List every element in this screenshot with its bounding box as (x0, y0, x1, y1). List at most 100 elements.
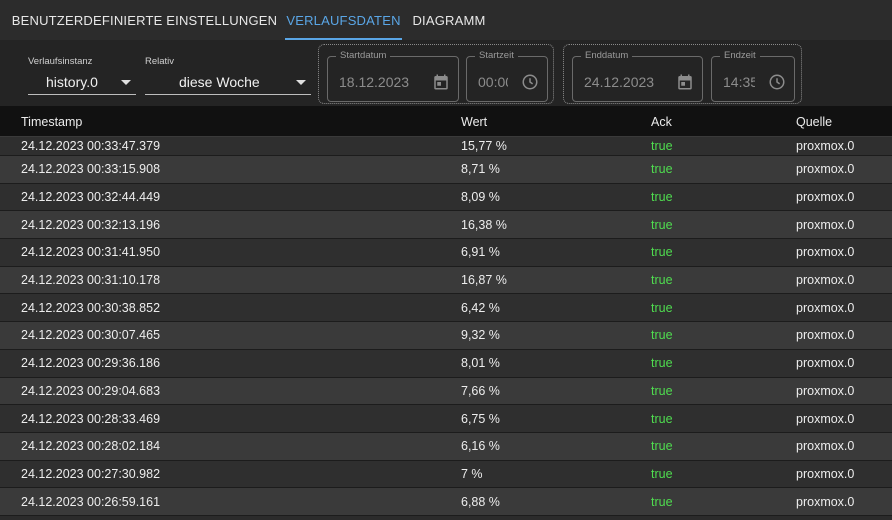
clock-icon[interactable] (521, 73, 539, 91)
cell-source: proxmox.0 (796, 383, 855, 398)
cell-value: 16,38 % (461, 217, 507, 232)
start-date-field[interactable]: Startdatum 18.12.2023 (327, 50, 459, 102)
relative-range-value: diese Woche (179, 74, 260, 90)
cell-value: 6,16 % (461, 439, 500, 454)
tab-bar: BENUTZERDEFINIERTE EINSTELLUNGEN VERLAUF… (0, 0, 892, 40)
start-time-label: Startzeit (475, 50, 518, 61)
cell-value: 15,77 % (461, 139, 507, 153)
column-header-timestamp[interactable]: Timestamp (21, 115, 83, 129)
tab-custom-settings[interactable]: BENUTZERDEFINIERTE EINSTELLUNGEN (11, 12, 278, 28)
table-row[interactable]: 24.12.2023 00:32:44.449 8,09 % true prox… (0, 183, 892, 212)
end-date-label: Enddatum (581, 50, 633, 61)
tab-chart[interactable]: DIAGRAMM (412, 12, 486, 28)
cell-value: 7 % (461, 466, 483, 481)
table-row[interactable]: 24.12.2023 00:31:10.178 16,87 % true pro… (0, 266, 892, 295)
table-body[interactable]: 24.12.2023 00:33:47.379 15,77 % true pro… (0, 137, 892, 520)
table-row[interactable]: 24.12.2023 00:30:38.852 6,42 % true prox… (0, 294, 892, 323)
cell-timestamp: 24.12.2023 00:29:36.186 (21, 356, 161, 371)
chevron-down-icon (296, 80, 306, 85)
cell-ack: true (651, 162, 673, 177)
cell-timestamp: 24.12.2023 00:27:30.982 (21, 466, 161, 481)
cell-value: 7,66 % (461, 383, 500, 398)
history-instance-underline (28, 94, 136, 95)
cell-ack: true (651, 328, 673, 343)
cell-source: proxmox.0 (796, 411, 855, 426)
cell-ack: true (651, 300, 673, 315)
cell-source: proxmox.0 (796, 328, 855, 343)
table-header: Timestamp Wert Ack Quelle (0, 106, 892, 137)
cell-ack: true (651, 466, 673, 481)
cell-ack: true (651, 190, 673, 205)
cell-source: proxmox.0 (796, 300, 855, 315)
end-date-field[interactable]: Enddatum 24.12.2023 (572, 50, 703, 102)
table-row[interactable]: 24.12.2023 00:32:13.196 16,38 % true pro… (0, 211, 892, 240)
cell-timestamp: 24.12.2023 00:29:04.683 (21, 383, 161, 398)
history-instance-value: history.0 (46, 74, 98, 90)
cell-source: proxmox.0 (796, 217, 855, 232)
cell-ack: true (651, 411, 673, 426)
table-row[interactable]: 24.12.2023 00:28:33.469 6,75 % true prox… (0, 405, 892, 433)
cell-source: proxmox.0 (796, 245, 855, 260)
end-date-value: 24.12.2023 (584, 74, 655, 90)
column-header-ack[interactable]: Ack (651, 115, 672, 129)
chevron-down-icon (121, 80, 131, 85)
cell-ack: true (651, 273, 673, 288)
calendar-icon[interactable] (676, 73, 694, 91)
table-row[interactable]: 24.12.2023 00:33:15.908 8,71 % true prox… (0, 156, 892, 184)
table-row[interactable]: 24.12.2023 00:29:36.186 8,01 % true prox… (0, 349, 892, 378)
relative-range-select[interactable]: Relativ diese Woche (145, 56, 311, 95)
relative-range-label: Relativ (145, 56, 175, 67)
clock-icon[interactable] (768, 73, 786, 91)
table-row[interactable]: 24.12.2023 00:28:02.184 6,16 % true prox… (0, 432, 892, 461)
tab-history-data[interactable]: VERLAUFSDATEN (285, 0, 402, 40)
table-row[interactable]: 24.12.2023 00:26:59.161 6,88 % true prox… (0, 488, 892, 516)
relative-range-underline (145, 94, 311, 95)
cell-value: 9,32 % (461, 328, 500, 343)
cell-value: 16,87 % (461, 273, 507, 288)
table-row[interactable]: 24.12.2023 00:33:47.379 15,77 % true pro… (0, 137, 892, 156)
cell-source: proxmox.0 (796, 273, 855, 288)
table-row[interactable]: 24.12.2023 00:29:04.683 7,66 % true prox… (0, 377, 892, 406)
cell-source: proxmox.0 (796, 162, 855, 177)
cell-source: proxmox.0 (796, 466, 855, 481)
history-instance-label: Verlaufsinstanz (28, 56, 93, 67)
cell-timestamp: 24.12.2023 00:33:47.379 (21, 139, 161, 153)
cell-source: proxmox.0 (796, 494, 855, 509)
cell-ack: true (651, 139, 673, 153)
cell-timestamp: 24.12.2023 00:30:07.465 (21, 328, 161, 343)
table-row[interactable]: 24.12.2023 00:27:30.982 7 % true proxmox… (0, 460, 892, 489)
table-row[interactable]: 24.12.2023 00:31:41.950 6,91 % true prox… (0, 239, 892, 267)
calendar-icon[interactable] (432, 73, 450, 91)
table-row[interactable]: 24.12.2023 00:30:07.465 9,32 % true prox… (0, 322, 892, 350)
cell-value: 6,91 % (461, 245, 500, 260)
start-range-group: Startdatum 18.12.2023 Startzeit 00:00 (318, 44, 554, 104)
cell-ack: true (651, 356, 673, 371)
cell-timestamp: 24.12.2023 00:28:33.469 (21, 411, 161, 426)
cell-timestamp: 24.12.2023 00:32:44.449 (21, 190, 161, 205)
cell-ack: true (651, 383, 673, 398)
cell-value: 6,75 % (461, 411, 500, 426)
cell-timestamp: 24.12.2023 00:31:10.178 (21, 273, 161, 288)
column-header-source[interactable]: Quelle (796, 115, 833, 129)
end-time-field[interactable]: Endzeit 14:35 (711, 50, 795, 102)
column-header-value[interactable]: Wert (461, 115, 488, 129)
cell-value: 6,42 % (461, 300, 500, 315)
cell-value: 8,01 % (461, 356, 500, 371)
end-range-group: Enddatum 24.12.2023 Endzeit 14:35 (563, 44, 802, 104)
start-date-value: 18.12.2023 (339, 74, 410, 90)
cell-timestamp: 24.12.2023 00:32:13.196 (21, 217, 161, 232)
cell-ack: true (651, 245, 673, 260)
filter-bar: Verlaufsinstanz history.0 Relativ diese … (0, 40, 892, 106)
cell-source: proxmox.0 (796, 356, 855, 371)
cell-value: 6,88 % (461, 494, 500, 509)
end-time-value: 14:35 (723, 74, 755, 90)
history-instance-select[interactable]: Verlaufsinstanz history.0 (28, 56, 136, 95)
cell-source: proxmox.0 (796, 139, 855, 153)
cell-value: 8,71 % (461, 162, 500, 177)
cell-timestamp: 24.12.2023 00:30:38.852 (21, 300, 161, 315)
start-time-field[interactable]: Startzeit 00:00 (466, 50, 548, 102)
cell-ack: true (651, 439, 673, 454)
cell-source: proxmox.0 (796, 190, 855, 205)
cell-ack: true (651, 494, 673, 509)
cell-ack: true (651, 217, 673, 232)
